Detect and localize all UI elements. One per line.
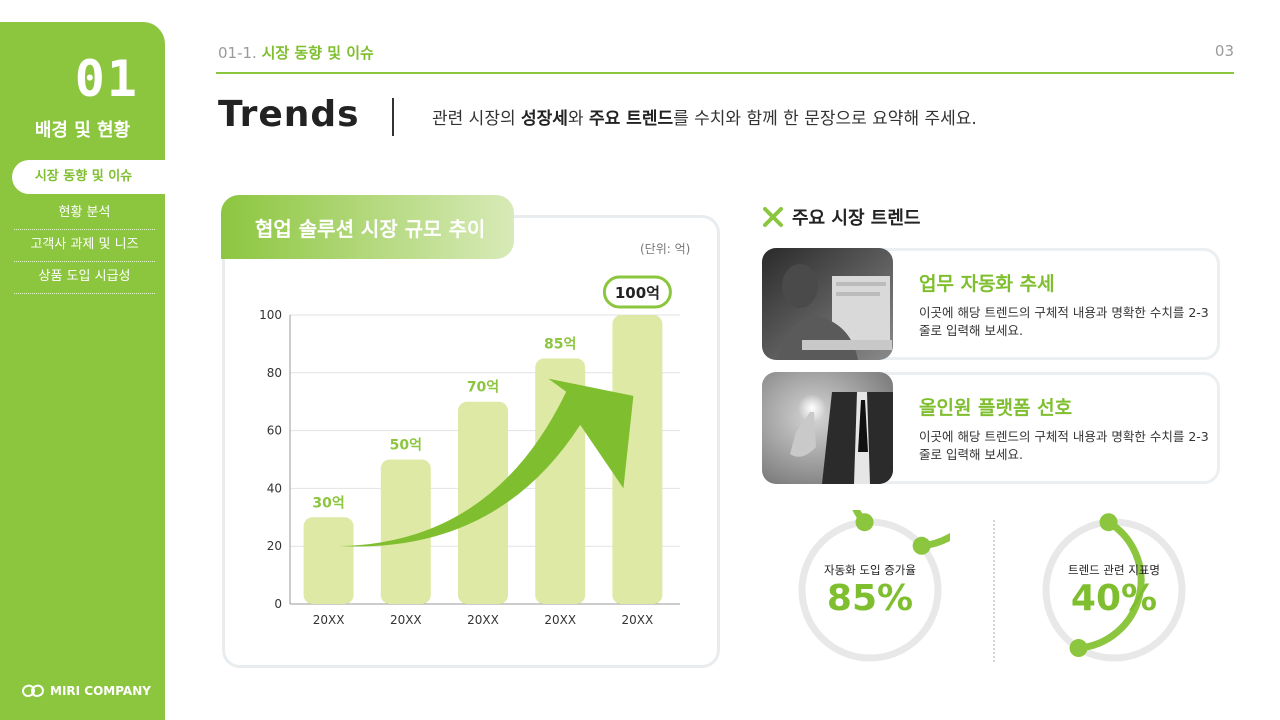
trend-title: 올인원 플랫폼 선호: [919, 397, 1073, 419]
bar-chart: 0 20 40 60 80 100 20XX 30억 20XX 50억 20XX 70억 20XX 85억…: [259, 275, 680, 627]
sidebar-item-active[interactable]: 시장 동향 및 이슈: [12, 160, 165, 194]
gauge-value: 85%: [826, 578, 914, 619]
gauge-label: 트렌드 관련 지표명: [1068, 563, 1160, 577]
data-label: 100억: [615, 284, 660, 302]
page-title: Trends: [218, 94, 360, 135]
trends-heading: 주요 시장 트렌드: [762, 204, 920, 230]
chart-title: 협업 솔루션 시장 규모 추이: [221, 195, 514, 259]
sidebar-item-urgency[interactable]: 상품 도입 시급성: [14, 262, 155, 294]
logo-icon: [22, 684, 44, 697]
breadcrumb-section: 시장 동향 및 이슈: [261, 44, 374, 62]
data-label: 50억: [390, 438, 422, 454]
logo-text: MIRI COMPANY: [50, 684, 151, 698]
businessman-touch-photo: [762, 372, 893, 484]
gauge-knob: [1069, 639, 1088, 658]
chart-unit: (단위: 억): [640, 242, 691, 256]
growth-arrow: [338, 378, 634, 547]
data-label: 70억: [467, 380, 499, 396]
gauge-arc: [1075, 518, 1145, 652]
person-laptop-photo: [762, 248, 893, 360]
y-tick-label: 60: [267, 424, 282, 438]
trend-card: 올인원 플랫폼 선호 이곳에 해당 트렌드의 구체적 내용과 명확한 수치를 2…: [762, 372, 1220, 484]
trend-description: 이곳에 해당 트렌드의 구체적 내용과 명확한 수치를 2-3줄로 입력해 보세…: [919, 429, 1209, 462]
lead-bold-1: 성장세: [521, 109, 568, 129]
data-label-badge: [602, 275, 672, 309]
company-logo: MIRI COMPANY: [22, 684, 151, 698]
gauge-knob: [855, 513, 874, 532]
y-tick-label: 80: [267, 366, 282, 380]
data-label: 30억: [312, 495, 344, 511]
breadcrumb-number: 01-1.: [218, 44, 257, 62]
trends-heading-text: 주요 시장 트렌드: [792, 208, 921, 229]
page-number: 03: [1214, 42, 1234, 60]
lead-part-2: 와: [567, 109, 589, 129]
gauge-value: 40%: [1070, 578, 1158, 619]
gauge-indicator: 트렌드 관련 지표명 40%: [1034, 510, 1194, 670]
x-tick-label: 20XX: [544, 613, 576, 627]
gauge-label: 자동화 도입 증가율: [824, 563, 916, 577]
bar: [612, 315, 663, 604]
header-divider: [216, 72, 1234, 74]
gauge-knob: [912, 536, 931, 555]
sidebar-menu: 현황 분석 고객사 과제 및 니즈 상품 도입 시급성: [14, 198, 155, 294]
x-tick-label: 20XX: [622, 613, 654, 627]
y-tick-label: 0: [274, 597, 282, 611]
section-number: 01: [74, 50, 139, 108]
x-tick-label: 20XX: [313, 613, 345, 627]
trend-card: 업무 자동화 추세 이곳에 해당 트렌드의 구체적 내용과 명확한 수치를 2-…: [762, 248, 1220, 360]
breadcrumb: 01-1. 시장 동향 및 이슈: [218, 42, 374, 63]
gauge-automation: 자동화 도입 증가율 85%: [790, 406, 988, 670]
data-label: 85억: [544, 336, 576, 352]
lead-part-3: 를 수치와 함께 한 문장으로 요약해 주세요.: [673, 109, 977, 129]
title-separator: [392, 98, 394, 136]
lead-text: 관련 시장의 성장세와 주요 트렌드를 수치와 함께 한 문장으로 요약해 주세…: [432, 104, 977, 129]
x-tick-label: 20XX: [467, 613, 499, 627]
cross-icon: [763, 207, 783, 227]
lead-part-1: 관련 시장의: [432, 109, 522, 129]
bar: [303, 517, 354, 604]
trend-title: 업무 자동화 추세: [919, 273, 1055, 295]
y-tick-label: 20: [267, 539, 282, 553]
lead-bold-2: 주요 트렌드: [588, 109, 674, 129]
gauge-divider: [993, 520, 995, 662]
gauge-knob: [1099, 513, 1118, 532]
sidebar-item-analysis[interactable]: 현황 분석: [14, 198, 155, 230]
y-tick-label: 40: [267, 481, 282, 495]
x-tick-label: 20XX: [390, 613, 422, 627]
bar: [380, 459, 431, 604]
section-title: 배경 및 현황: [34, 120, 131, 141]
sidebar-item-needs[interactable]: 고객사 과제 및 니즈: [14, 230, 155, 262]
sidebar: 01 배경 및 현황 시장 동향 및 이슈 현황 분석 고객사 과제 및 니즈 …: [0, 22, 165, 720]
gauge-ring: [1042, 513, 1186, 662]
trend-description: 이곳에 해당 트렌드의 구체적 내용과 명확한 수치를 2-3줄로 입력해 보세…: [919, 305, 1209, 338]
y-tick-label: 100: [259, 308, 282, 322]
